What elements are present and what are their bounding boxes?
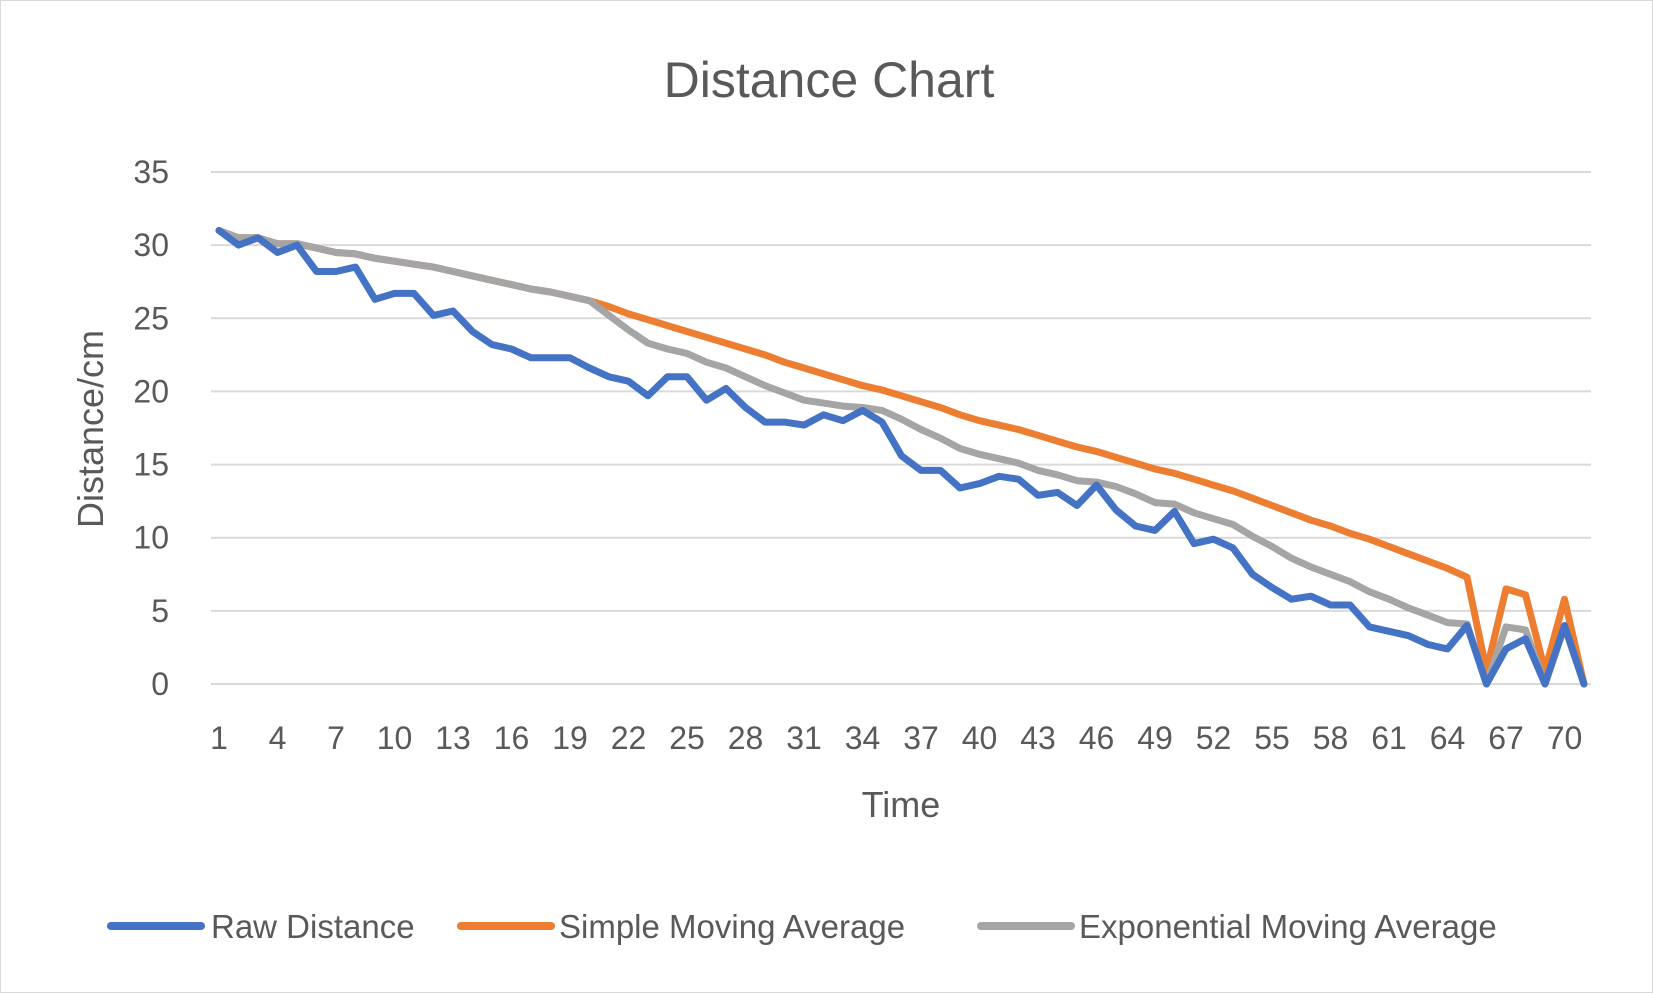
x-tick-label: 16 (494, 720, 530, 756)
x-axis-title: Time (862, 784, 941, 825)
x-tick-label: 64 (1430, 720, 1466, 756)
x-tick-label: 28 (728, 720, 764, 756)
x-tick-label: 55 (1254, 720, 1290, 756)
x-tick-label: 40 (962, 720, 998, 756)
x-axis-tick-labels: 1 4 7 10 13 16 19 22 25 28 31 34 37 40 43 46 49 52 55 58 61 6… (210, 720, 1582, 756)
series-lines (215, 227, 1588, 688)
y-tick-label: 20 (133, 373, 169, 409)
x-tick-label: 13 (435, 720, 471, 756)
y-tick-label: 10 (133, 520, 169, 556)
y-tick-label: 0 (151, 666, 169, 702)
x-tick-label: 7 (327, 720, 345, 756)
x-tick-label: 61 (1371, 720, 1407, 756)
x-tick-label: 10 (377, 720, 413, 756)
x-tick-label: 31 (786, 720, 822, 756)
legend-label: Raw Distance (211, 908, 415, 945)
x-tick-label: 37 (903, 720, 939, 756)
y-tick-label: 5 (151, 593, 169, 629)
x-tick-label: 49 (1137, 720, 1173, 756)
x-tick-label: 19 (552, 720, 588, 756)
series-line-exponential-moving-average (215, 227, 1588, 688)
x-tick-label: 25 (669, 720, 705, 756)
x-tick-label: 1 (210, 720, 228, 756)
x-tick-label: 34 (845, 720, 881, 756)
y-tick-label: 30 (133, 227, 169, 263)
y-axis-title: Distance/cm (70, 330, 111, 528)
legend: Raw Distance Simple Moving Average Exponen… (107, 908, 1497, 945)
x-tick-label: 43 (1020, 720, 1056, 756)
chart-title: Distance Chart (664, 52, 995, 108)
x-tick-label: 22 (611, 720, 647, 756)
series-line-raw-distance (215, 227, 1588, 688)
x-tick-label: 67 (1488, 720, 1524, 756)
y-tick-label: 35 (133, 154, 169, 190)
x-tick-label: 52 (1196, 720, 1232, 756)
x-tick-label: 46 (1079, 720, 1115, 756)
gridlines (211, 171, 1591, 685)
y-tick-label: 15 (133, 447, 169, 483)
y-axis-tick-labels: 0 5 10 15 20 25 30 35 (133, 154, 169, 702)
legend-label: Simple Moving Average (559, 908, 905, 945)
legend-label: Exponential Moving Average (1079, 908, 1497, 945)
x-tick-label: 4 (269, 720, 287, 756)
x-tick-label: 70 (1547, 720, 1583, 756)
x-tick-label: 58 (1313, 720, 1349, 756)
y-tick-label: 25 (133, 300, 169, 336)
